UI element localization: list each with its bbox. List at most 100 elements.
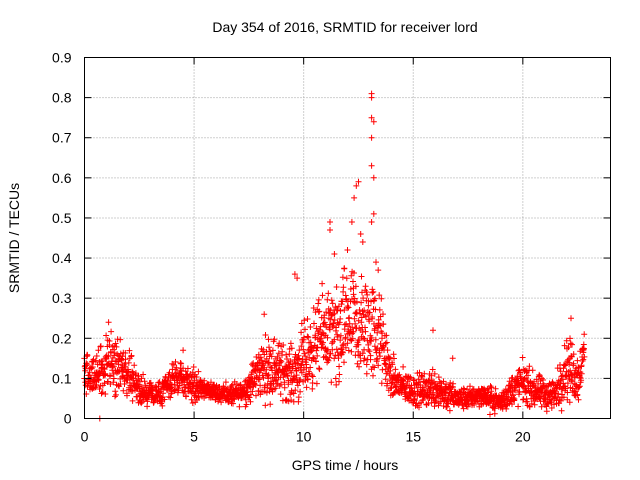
data-point bbox=[161, 396, 168, 403]
data-point bbox=[249, 388, 256, 395]
data-point bbox=[288, 369, 295, 376]
data-point bbox=[256, 376, 263, 383]
data-point bbox=[576, 383, 583, 390]
data-point bbox=[369, 289, 376, 296]
data-point bbox=[309, 385, 316, 392]
data-point bbox=[264, 372, 271, 379]
data-point bbox=[281, 384, 288, 391]
data-point bbox=[443, 381, 450, 388]
data-point bbox=[336, 371, 343, 378]
data-point bbox=[411, 397, 418, 404]
data-point bbox=[510, 396, 517, 403]
data-point bbox=[531, 401, 538, 408]
data-point bbox=[430, 327, 436, 334]
data-point bbox=[378, 295, 385, 302]
data-point bbox=[266, 344, 272, 351]
data-point bbox=[243, 401, 250, 408]
data-point bbox=[280, 342, 287, 348]
data-point bbox=[579, 358, 586, 364]
data-point bbox=[327, 219, 333, 225]
data-point bbox=[298, 343, 305, 350]
data-point bbox=[284, 373, 291, 380]
data-point bbox=[578, 377, 585, 384]
data-points bbox=[81, 90, 588, 422]
data-point bbox=[278, 358, 285, 365]
data-point bbox=[340, 284, 347, 291]
data-point bbox=[294, 275, 301, 282]
data-point bbox=[391, 355, 397, 362]
y-tick-label: 0.3 bbox=[52, 290, 72, 306]
data-point bbox=[294, 382, 301, 389]
data-point bbox=[101, 380, 108, 387]
data-point bbox=[129, 397, 136, 404]
data-point bbox=[238, 395, 245, 402]
y-axis-label: SRMTID / TECUs bbox=[6, 183, 22, 293]
data-point bbox=[112, 388, 119, 395]
data-point bbox=[390, 390, 397, 397]
data-point bbox=[326, 321, 333, 328]
data-point bbox=[365, 302, 372, 309]
data-point bbox=[380, 311, 386, 318]
data-point bbox=[84, 361, 91, 368]
data-point bbox=[277, 391, 284, 398]
y-tick-label: 0.6 bbox=[52, 170, 72, 186]
data-point bbox=[363, 289, 370, 295]
data-point bbox=[334, 307, 341, 313]
data-point bbox=[347, 286, 354, 292]
data-point bbox=[549, 380, 556, 386]
data-point bbox=[338, 301, 345, 308]
data-point bbox=[236, 403, 243, 410]
data-point bbox=[281, 379, 288, 386]
data-point bbox=[339, 274, 346, 281]
data-point bbox=[272, 385, 279, 392]
data-point bbox=[349, 335, 356, 342]
data-point bbox=[286, 351, 293, 358]
data-point bbox=[257, 391, 264, 398]
data-point bbox=[125, 359, 132, 366]
data-point bbox=[509, 374, 516, 381]
data-point bbox=[96, 386, 103, 392]
data-point bbox=[285, 381, 292, 388]
data-point bbox=[576, 384, 582, 391]
data-point bbox=[491, 410, 498, 417]
data-point bbox=[368, 338, 375, 345]
data-point bbox=[548, 405, 555, 411]
data-point bbox=[304, 376, 311, 383]
data-point bbox=[93, 381, 100, 388]
data-point bbox=[178, 360, 185, 367]
x-tick-label: 15 bbox=[405, 429, 421, 445]
data-point bbox=[509, 401, 515, 408]
data-point bbox=[267, 401, 274, 408]
data-point bbox=[346, 320, 353, 327]
data-point bbox=[574, 357, 581, 364]
data-point bbox=[564, 380, 571, 387]
data-point bbox=[363, 370, 370, 377]
data-point bbox=[95, 347, 102, 354]
data-point bbox=[341, 321, 348, 328]
data-point bbox=[230, 400, 236, 407]
data-point bbox=[474, 398, 481, 405]
data-point bbox=[435, 374, 442, 381]
data-point bbox=[567, 367, 574, 374]
data-point bbox=[84, 352, 91, 359]
data-point bbox=[307, 324, 314, 330]
data-point bbox=[447, 379, 454, 386]
data-point bbox=[343, 275, 350, 282]
data-point bbox=[243, 389, 250, 396]
data-point bbox=[110, 346, 116, 353]
y-tick-label: 0.8 bbox=[52, 90, 72, 106]
data-point bbox=[369, 363, 376, 370]
data-point bbox=[228, 383, 235, 389]
data-point bbox=[373, 358, 380, 365]
data-point bbox=[561, 342, 568, 349]
data-point bbox=[303, 384, 310, 391]
data-point bbox=[469, 387, 476, 394]
data-point bbox=[362, 283, 369, 290]
data-point bbox=[131, 362, 138, 369]
data-point bbox=[329, 300, 336, 307]
x-axis-label: GPS time / hours bbox=[292, 457, 399, 473]
data-point bbox=[314, 352, 321, 359]
data-point bbox=[383, 332, 390, 339]
